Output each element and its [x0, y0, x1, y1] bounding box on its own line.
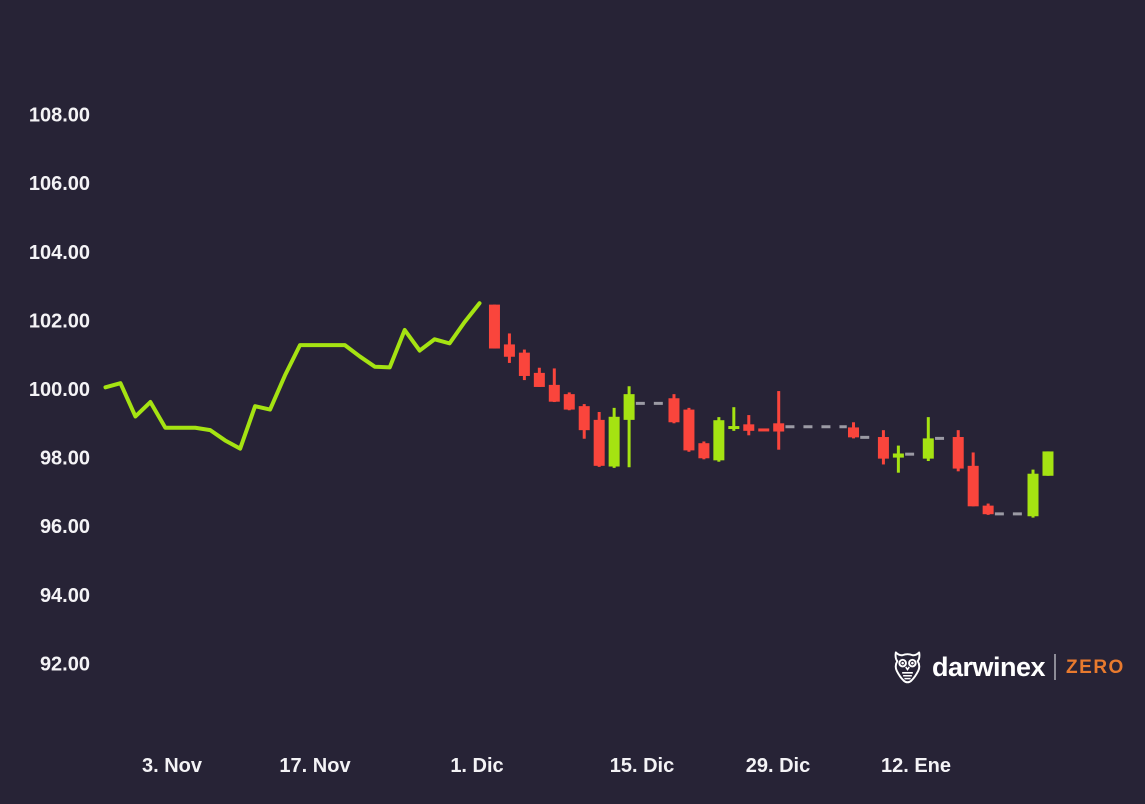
y-axis-tick-label: 98.00	[40, 448, 90, 470]
candle-body-down	[698, 443, 710, 459]
x-axis-tick-label: 29. Dic	[746, 755, 810, 777]
logo-separator	[1054, 654, 1057, 680]
candle-body-down	[668, 398, 680, 423]
x-axis-tick-label: 15. Dic	[610, 755, 674, 777]
y-axis-tick-label: 96.00	[40, 516, 90, 538]
candle-body-up	[922, 438, 934, 459]
y-axis-tick-label: 100.00	[29, 379, 90, 401]
candle-body-down	[518, 352, 530, 376]
candle-body-down	[533, 372, 545, 387]
y-axis-tick-label: 102.00	[29, 310, 90, 332]
candle-body-down	[548, 384, 560, 402]
candle-body-down	[488, 304, 500, 349]
candle-body-down	[952, 437, 964, 469]
candle-body-down	[982, 505, 994, 515]
candle-body-up	[713, 420, 725, 461]
candle-body-down	[758, 428, 770, 432]
candle-body-down	[578, 406, 590, 431]
candle-body-up	[623, 394, 635, 420]
x-axis-tick-label: 1. Dic	[450, 755, 503, 777]
darwinex-owl-icon	[894, 651, 921, 684]
x-axis-tick-label: 3. Nov	[142, 755, 203, 777]
candle-body-down	[593, 419, 605, 466]
candle-body-down	[848, 427, 859, 438]
y-axis-tick-label: 104.00	[29, 242, 90, 264]
logo-product-text: ZERO	[1066, 656, 1125, 678]
candle-body-up	[608, 416, 620, 467]
candle-body-up	[1027, 473, 1039, 517]
candle-body-down	[563, 394, 575, 410]
candle-body-down	[743, 424, 755, 431]
candle-body-down	[683, 409, 695, 451]
y-axis-tick-label: 106.00	[29, 173, 90, 195]
y-axis-tick-label: 108.00	[29, 105, 90, 127]
candle-body-down	[967, 465, 979, 507]
price-line-series	[103, 301, 482, 451]
candle-body-down	[503, 344, 515, 357]
candle-body-down	[773, 423, 785, 432]
y-axis-tick-label: 92.00	[40, 653, 90, 675]
candle-body-up	[892, 453, 904, 458]
candle-body-down	[877, 437, 889, 459]
candle-body-up	[728, 426, 740, 430]
y-axis-tick-label: 94.00	[40, 585, 90, 607]
x-axis-tick-label: 17. Nov	[279, 755, 351, 777]
darwinex-zero-logo: darwinex ZERO	[891, 648, 1125, 686]
candle-body-up	[1042, 451, 1054, 476]
logo-brand-text: darwinex	[932, 651, 1046, 682]
x-axis-tick-label: 12. Ene	[881, 755, 951, 777]
